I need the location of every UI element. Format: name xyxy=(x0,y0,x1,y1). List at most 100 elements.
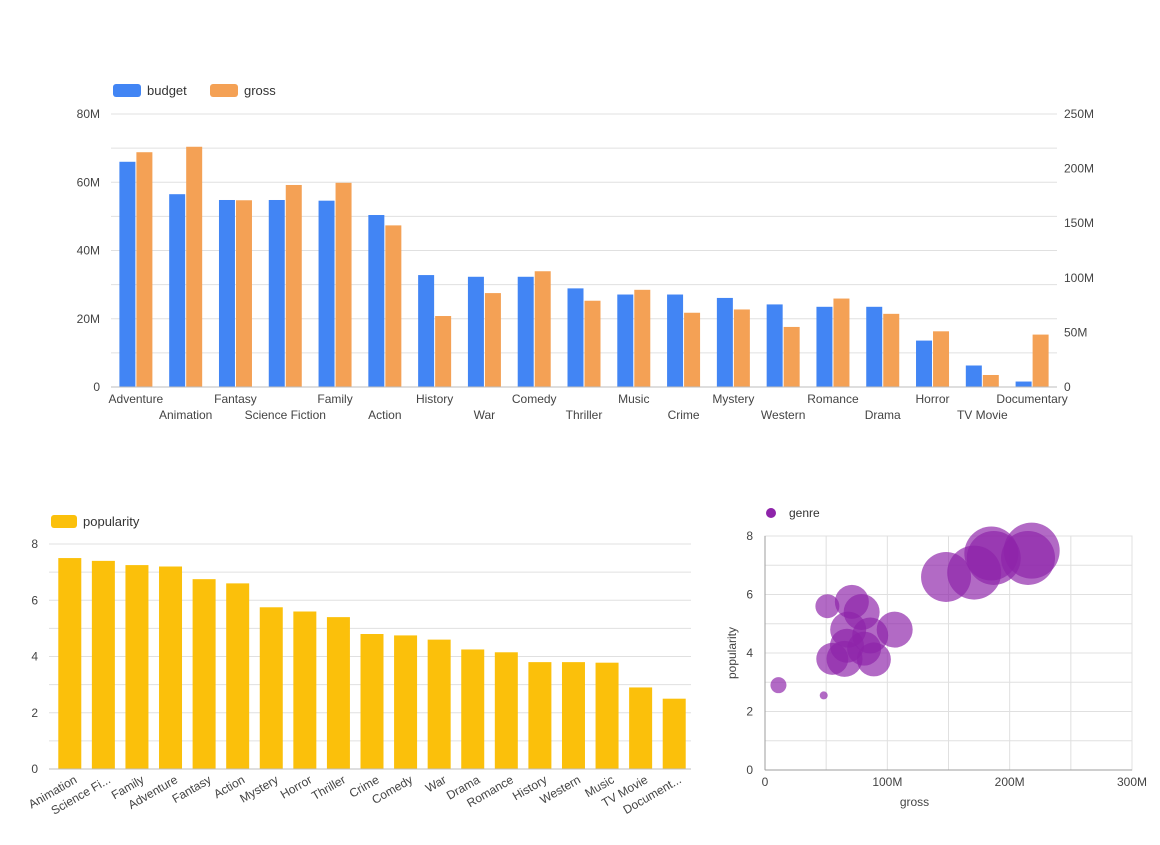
y-tick-label: 8 xyxy=(746,529,753,543)
bar-popularity xyxy=(293,611,317,769)
bar-popularity xyxy=(360,634,384,769)
legend-swatch xyxy=(766,508,776,518)
bar-budget xyxy=(218,199,235,387)
y-tick-label: 2 xyxy=(746,705,753,719)
y-right-tick-label: 150M xyxy=(1064,216,1094,230)
x-axis-title: gross xyxy=(900,795,929,809)
budget-gross-chart: 0 20M 40M 60M 80M 0 50M 100M 150M 200M 250M Adventu… xyxy=(77,83,1094,422)
bubble-point xyxy=(834,584,869,619)
bar-budget xyxy=(567,288,584,387)
y-axis-title: popularity xyxy=(725,627,739,679)
bar-gross xyxy=(235,200,252,387)
x-tick-label: Horror xyxy=(916,392,950,406)
bar-gross xyxy=(385,225,402,387)
bar-popularity xyxy=(427,639,451,769)
x-tick-label: Science Fiction xyxy=(245,408,326,422)
x-tick-label: Documentary xyxy=(996,392,1067,406)
y-tick-label: 0 xyxy=(31,762,38,776)
y-tick-label: 4 xyxy=(746,646,753,660)
bar-budget xyxy=(268,199,285,387)
bar-popularity xyxy=(192,579,216,769)
bar-popularity xyxy=(125,565,149,769)
x-tick-label: War xyxy=(474,408,496,422)
x-tick-label: Crime xyxy=(668,408,700,422)
bubble-point xyxy=(816,642,849,675)
bar-budget xyxy=(467,276,484,387)
x-tick-label: Fantasy xyxy=(170,772,214,805)
x-tick-label: Romance xyxy=(807,392,859,406)
x-tick-label: Music xyxy=(618,392,649,406)
x-tick-label: Animation xyxy=(159,408,212,422)
bar-popularity xyxy=(461,649,485,769)
bar-popularity xyxy=(91,560,115,769)
bar-gross xyxy=(136,152,153,387)
x-tick-label: Family xyxy=(317,392,352,406)
y-left-tick-label: 40M xyxy=(77,244,100,258)
bar-gross xyxy=(833,298,850,387)
bar-popularity xyxy=(595,662,619,769)
bar-budget xyxy=(119,161,136,387)
bar-gross xyxy=(933,331,950,387)
bar-gross xyxy=(883,313,900,387)
bar-budget xyxy=(617,294,634,387)
bar-gross xyxy=(435,316,452,387)
bar-budget xyxy=(667,294,684,387)
legend-swatch xyxy=(210,84,238,97)
x-tick-label: Thriller xyxy=(566,408,603,422)
bar-popularity xyxy=(662,698,686,769)
x-tick-label: History xyxy=(416,392,453,406)
y-right-tick-label: 250M xyxy=(1064,107,1094,121)
y-left-tick-label: 60M xyxy=(77,175,100,189)
bar-popularity xyxy=(159,566,183,769)
bar-popularity xyxy=(394,635,418,769)
bar-budget xyxy=(866,306,883,387)
bubble-point xyxy=(815,594,840,619)
x-tick-label: Mystery xyxy=(712,392,754,406)
y-tick-label: 4 xyxy=(31,650,38,664)
x-tick-label: 0 xyxy=(762,775,769,789)
legend-label: popularity xyxy=(83,514,140,529)
bar-popularity xyxy=(326,617,350,769)
y-tick-label: 8 xyxy=(31,537,38,551)
y-left-tick-label: 80M xyxy=(77,107,100,121)
bar-budget xyxy=(816,306,833,387)
y-right-tick-label: 50M xyxy=(1064,325,1087,339)
x-tick-label: Comedy xyxy=(512,392,557,406)
bar-budget xyxy=(368,215,385,387)
x-tick-label: TV Movie xyxy=(957,408,1008,422)
bar-gross xyxy=(335,182,352,387)
y-left-tick-label: 0 xyxy=(93,380,100,394)
bar-budget xyxy=(965,365,982,387)
bubble-point xyxy=(921,551,972,602)
bar-budget xyxy=(916,340,933,387)
bar-gross xyxy=(186,146,203,387)
x-tick-label: Adventure xyxy=(109,392,164,406)
bubble-point xyxy=(819,691,828,700)
bar-gross xyxy=(584,300,601,387)
bar-popularity xyxy=(226,583,250,769)
bar-gross xyxy=(484,293,501,387)
y-tick-label: 6 xyxy=(31,593,38,607)
bar-gross xyxy=(534,271,551,387)
bar-popularity xyxy=(629,687,653,769)
y-right-tick-label: 200M xyxy=(1064,162,1094,176)
bar-popularity xyxy=(58,558,82,769)
y-right-tick-label: 100M xyxy=(1064,271,1094,285)
bar-popularity xyxy=(494,652,518,769)
bar-popularity xyxy=(561,662,585,769)
bar-budget xyxy=(1015,381,1032,387)
y-tick-label: 0 xyxy=(746,763,753,777)
x-tick-label: 200M xyxy=(995,775,1025,789)
bar-gross xyxy=(982,374,999,387)
bar-gross xyxy=(684,312,701,387)
legend-label: genre xyxy=(789,506,820,520)
legend-label: gross xyxy=(244,83,276,98)
bar-budget xyxy=(418,275,435,387)
bar-budget xyxy=(716,297,733,387)
bar-gross xyxy=(783,326,800,387)
bar-gross xyxy=(285,184,302,387)
gross-popularity-scatter: 0 2 4 6 8 0 100M 200M 300M gross popularity genre xyxy=(725,506,1147,809)
x-tick-label: Action xyxy=(368,408,401,422)
